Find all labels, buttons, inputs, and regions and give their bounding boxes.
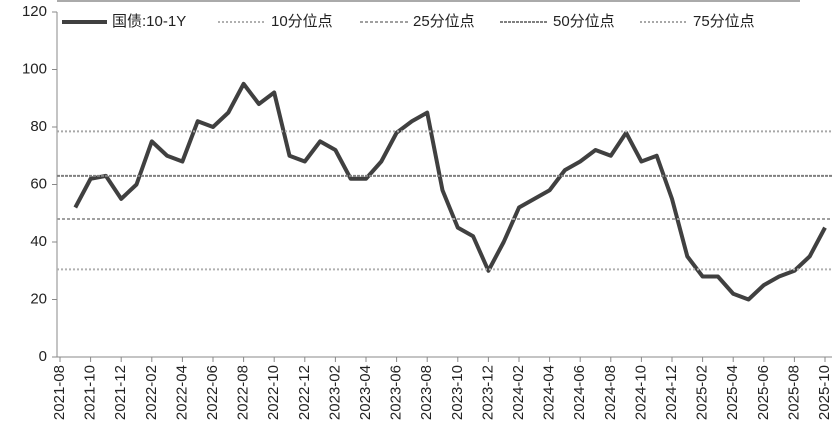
x-tick-label: 2025-02 <box>694 365 711 420</box>
x-tick-label: 2022-04 <box>173 365 190 420</box>
x-tick-label: 2021-10 <box>82 365 99 420</box>
legend-label: 50分位点 <box>553 13 615 30</box>
x-tick-label: 2021-08 <box>51 365 68 420</box>
x-tick-label: 2024-12 <box>663 365 680 420</box>
y-tick-label: 80 <box>30 118 47 135</box>
series-line <box>73 81 827 302</box>
y-tick-label: 100 <box>22 60 47 77</box>
legend-label: 10分位点 <box>271 13 333 30</box>
legend-label: 25分位点 <box>413 13 475 30</box>
x-tick-label: 2023-02 <box>326 365 343 420</box>
x-tick-label: 2025-06 <box>755 365 772 420</box>
x-tick-label: 2022-10 <box>265 365 282 420</box>
x-tick-label: 2024-06 <box>571 365 588 420</box>
x-tick-label: 2022-02 <box>143 365 160 420</box>
legend-label: 国债:10-1Y <box>112 13 186 30</box>
x-tick-label: 2025-04 <box>724 365 741 420</box>
x-tick-label: 2023-04 <box>357 365 374 420</box>
y-tick-label: 60 <box>30 175 47 192</box>
x-tick-label: 2022-08 <box>235 365 252 420</box>
x-tick-label: 2022-06 <box>204 365 221 420</box>
x-tick-label: 2025-10 <box>816 365 833 420</box>
x-tick-label: 2021-12 <box>112 365 129 420</box>
x-tick-label: 2025-08 <box>785 365 802 420</box>
x-tick-label: 2023-10 <box>449 365 466 420</box>
y-tick-label: 40 <box>30 233 47 250</box>
x-tick-label: 2023-06 <box>388 365 405 420</box>
x-tick-label: 2023-08 <box>418 365 435 420</box>
y-tick-label: 0 <box>39 348 47 365</box>
x-tick-label: 2024-04 <box>541 365 558 420</box>
x-tick-label: 2024-10 <box>632 365 649 420</box>
y-tick-label: 20 <box>30 290 47 307</box>
x-tick-label: 2023-12 <box>479 365 496 420</box>
legend-label: 75分位点 <box>693 13 755 30</box>
x-tick-label: 2022-12 <box>296 365 313 420</box>
x-tick-label: 2024-02 <box>510 365 527 420</box>
y-tick-label: 120 <box>22 3 47 20</box>
x-tick-label: 2024-08 <box>602 365 619 420</box>
